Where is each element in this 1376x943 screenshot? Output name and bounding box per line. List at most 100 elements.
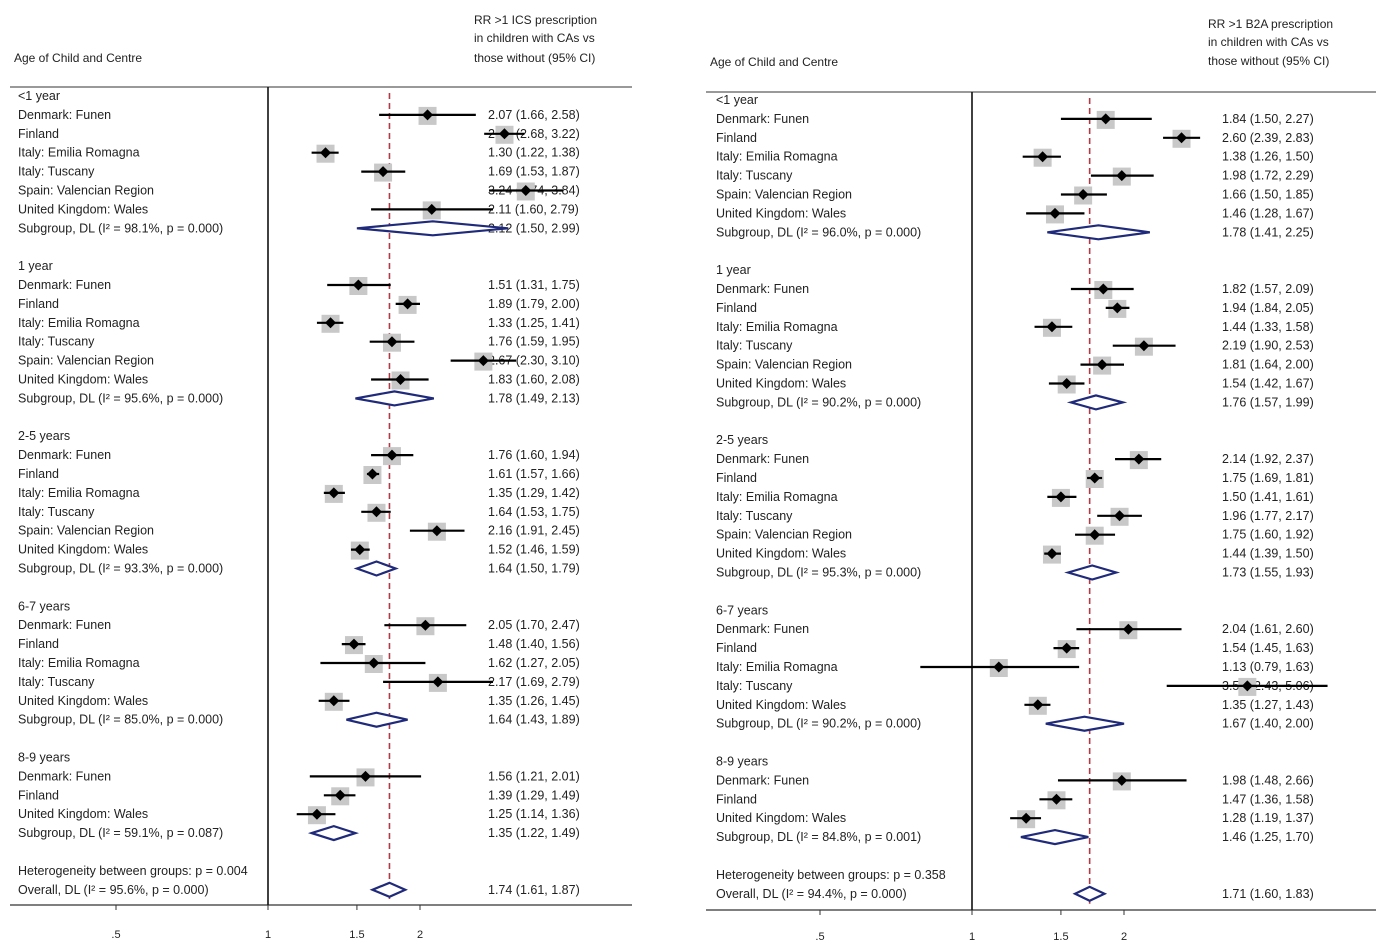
subgroup-label: Subgroup, DL (I² = 95.6%, p = 0.000)	[18, 391, 223, 405]
subgroup-estimate-text: 1.64 (1.50, 1.79)	[488, 562, 580, 576]
point-estimate	[360, 770, 372, 782]
study-estimate-text: 1.52 (1.46, 1.59)	[488, 543, 580, 557]
study-estimate-text: 1.54 (1.45, 1.63)	[1222, 641, 1314, 655]
study-label: Italy: Emilia Romagna	[18, 656, 140, 670]
study-estimate-text: 1.76 (1.59, 1.95)	[488, 335, 580, 349]
study-estimate-text: 2.05 (1.70, 2.47)	[488, 618, 580, 632]
point-estimate	[1049, 207, 1061, 219]
study-label: Italy: Tuscany	[716, 339, 793, 353]
overall-diamond	[369, 881, 408, 898]
point-estimate	[477, 355, 489, 367]
point-estimate	[1122, 623, 1134, 635]
study-estimate-text: 1.76 (1.60, 1.94)	[488, 448, 580, 462]
subgroup-label: Subgroup, DL (I² = 90.2%, p = 0.000)	[716, 717, 921, 731]
group-label: 8-9 years	[18, 751, 70, 765]
point-estimate	[334, 789, 346, 801]
subgroup-estimate-text: 1.64 (1.43, 1.89)	[488, 713, 580, 727]
group-label: 8-9 years	[716, 755, 768, 769]
study-label: Finland	[716, 471, 757, 485]
point-estimate	[1089, 472, 1101, 484]
study-estimate-text: 1.82 (1.57, 2.09)	[1222, 282, 1314, 296]
study-label: Denmark: Funen	[18, 448, 111, 462]
point-estimate	[432, 676, 444, 688]
study-label: Finland	[18, 637, 59, 651]
header-age-centre: Age of Child and Centre	[14, 51, 142, 65]
group-label: 6-7 years	[18, 599, 70, 613]
study-estimate-text: 2.14 (1.92, 2.37)	[1222, 452, 1314, 466]
group-label: 1 year	[18, 259, 53, 273]
point-estimate	[1111, 302, 1123, 314]
study-estimate-text: 1.56 (1.21, 2.01)	[488, 769, 580, 783]
study-label: United Kingdom: Wales	[18, 807, 148, 821]
study-estimate-text: 2.17 (1.69, 2.79)	[488, 675, 580, 689]
subgroup-diamond	[1047, 224, 1150, 241]
x-tick-label: 1	[265, 929, 271, 941]
overall-diamond	[1072, 885, 1108, 903]
subgroup-diamond	[1020, 828, 1089, 846]
study-label: Spain: Valencian Region	[716, 528, 852, 542]
study-label: Denmark: Funen	[716, 622, 809, 636]
subgroup-diamond	[353, 560, 399, 577]
study-estimate-text: 1.30 (1.22, 1.38)	[488, 146, 580, 160]
study-label: Italy: Tuscany	[716, 169, 793, 183]
study-label: Italy: Tuscany	[18, 165, 95, 179]
study-label: Spain: Valencian Region	[18, 354, 154, 368]
point-estimate	[368, 657, 380, 669]
study-label: Denmark: Funen	[18, 108, 111, 122]
point-estimate	[431, 525, 443, 537]
study-label: Italy: Tuscany	[18, 335, 95, 349]
point-estimate	[1114, 510, 1126, 522]
study-estimate-text: 1.66 (1.50, 1.85)	[1222, 188, 1314, 202]
header-age-centre: Age of Child and Centre	[710, 55, 838, 69]
study-label: Finland	[716, 301, 757, 315]
study-estimate-text: 1.69 (1.53, 1.87)	[488, 165, 580, 179]
study-label: Italy: Emilia Romagna	[18, 316, 140, 330]
study-label: Italy: Emilia Romagna	[716, 150, 838, 164]
subgroup-estimate-text: 1.76 (1.57, 1.99)	[1222, 395, 1314, 409]
study-label: United Kingdom: Wales	[716, 811, 846, 825]
x-tick-label: 1.5	[349, 929, 364, 941]
study-estimate-text: 1.25 (1.14, 1.36)	[488, 807, 580, 821]
point-estimate	[1037, 151, 1049, 163]
study-label: Denmark: Funen	[18, 769, 111, 783]
point-estimate	[328, 487, 340, 499]
study-label: United Kingdom: Wales	[18, 202, 148, 216]
point-estimate	[1055, 491, 1067, 503]
point-estimate	[1061, 378, 1073, 389]
study-label: Denmark: Funen	[716, 112, 809, 126]
study-estimate-text: 1.64 (1.53, 1.75)	[488, 505, 580, 519]
point-estimate	[354, 544, 366, 556]
point-estimate	[1241, 680, 1253, 692]
study-label: United Kingdom: Wales	[18, 373, 148, 387]
group-label: 2-5 years	[18, 429, 70, 443]
study-label: Spain: Valencian Region	[18, 184, 154, 198]
study-estimate-text: 1.46 (1.28, 1.67)	[1222, 206, 1314, 220]
study-estimate-text: 1.35 (1.29, 1.42)	[488, 486, 580, 500]
study-label: Italy: Tuscany	[716, 509, 793, 523]
subgroup-estimate-text: 1.78 (1.41, 2.25)	[1222, 225, 1314, 239]
x-tick-label: 2	[1121, 931, 1127, 943]
study-estimate-text: 1.84 (1.50, 2.27)	[1222, 112, 1314, 126]
study-label: Finland	[18, 467, 59, 481]
study-estimate-text: 1.13 (0.79, 1.63)	[1222, 660, 1314, 674]
point-estimate	[520, 185, 532, 196]
study-estimate-text: 1.98 (1.48, 2.66)	[1222, 773, 1314, 787]
study-label: Finland	[18, 127, 59, 141]
point-estimate	[498, 128, 510, 140]
point-estimate	[1116, 170, 1128, 182]
subgroup-diamond	[1066, 394, 1128, 411]
study-estimate-text: 1.75 (1.69, 1.81)	[1222, 471, 1314, 485]
study-estimate-text: 1.39 (1.29, 1.49)	[488, 788, 580, 802]
study-label: Spain: Valencian Region	[716, 188, 852, 202]
subgroup-diamond	[1045, 715, 1125, 732]
point-estimate	[348, 638, 360, 650]
point-estimate	[370, 506, 382, 518]
point-estimate	[1116, 774, 1128, 786]
heterogeneity-label: Heterogeneity between groups: p = 0.004	[18, 864, 248, 878]
point-estimate	[386, 336, 398, 348]
header-rr-line: RR >1 ICS prescription	[474, 13, 597, 27]
header-rr-line: those without (95% CI)	[474, 51, 595, 65]
study-estimate-text: 1.61 (1.57, 1.66)	[488, 467, 580, 481]
point-estimate	[1096, 359, 1108, 371]
